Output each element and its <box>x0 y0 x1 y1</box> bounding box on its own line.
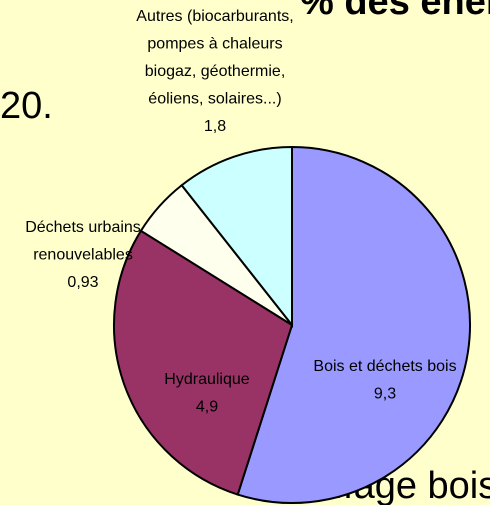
slice-label: renouvelables <box>33 247 133 264</box>
pie-slice <box>180 145 293 328</box>
slice-label: éoliens, solaires...) <box>148 91 281 108</box>
pie-slice <box>113 229 294 496</box>
slide-text: 20. <box>0 85 53 127</box>
slice-label: Autres (biocarburants, <box>136 8 293 25</box>
value-label: 9,3 <box>374 386 396 403</box>
value-label: 4,9 <box>196 399 218 416</box>
value-label: 0,93 <box>67 274 98 291</box>
value-label: 1,8 <box>204 118 226 135</box>
slice-label: Bois et déchets bois <box>313 358 456 375</box>
slide-heading: % des énergies <box>300 0 490 23</box>
slice-label: pompes à chaleurs <box>147 36 282 53</box>
pie-slice <box>236 145 471 504</box>
slice-label: Déchets urbains <box>25 219 141 236</box>
slice-label: Hydraulique <box>164 371 249 388</box>
slice-label: biogaz, géothermie, <box>145 63 286 80</box>
